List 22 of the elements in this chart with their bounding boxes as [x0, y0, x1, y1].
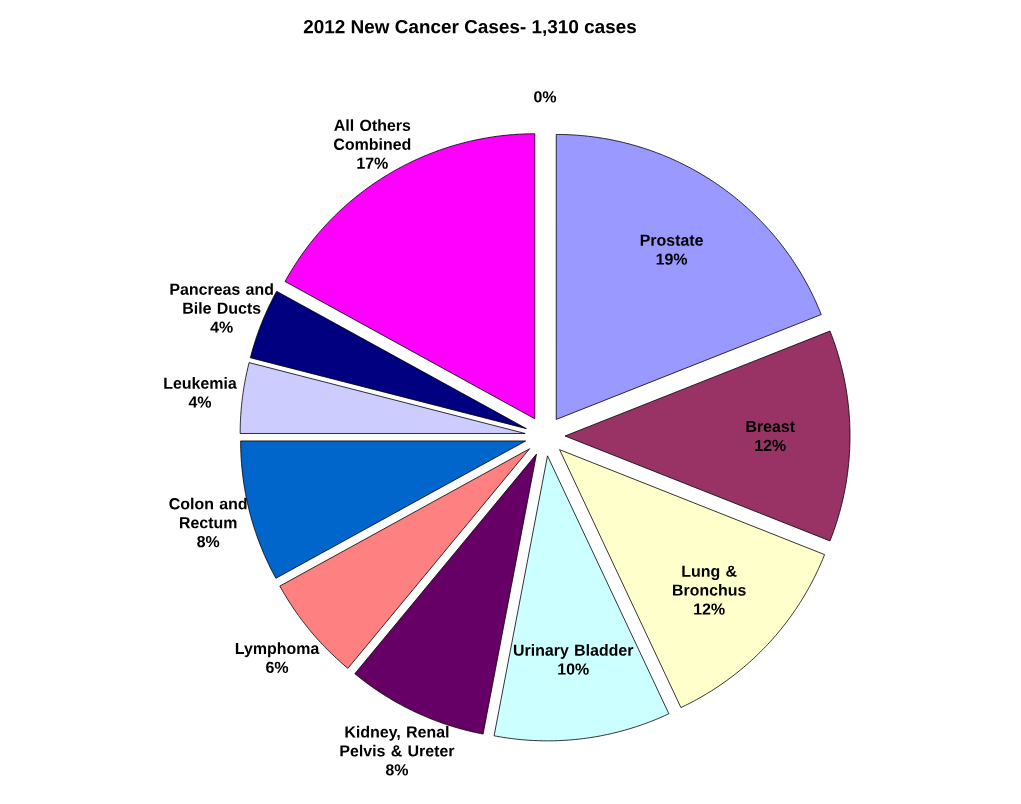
- slice-label: Pancreas and Bile Ducts: [170, 283, 273, 314]
- data-label: 8%: [197, 535, 220, 548]
- slice-label: Lymphoma: [235, 642, 320, 658]
- data-label: 4%: [188, 396, 212, 408]
- slice-label: Lung & Bronchus: [673, 565, 746, 596]
- chart-title: 2012 New Cancer Cases- 1,310 cases: [303, 19, 636, 37]
- data-label: 10%: [558, 663, 589, 675]
- slice-label: Leukemia: [164, 377, 237, 389]
- slice-label: Colon and Rectum: [169, 497, 247, 529]
- data-label: 17%: [357, 157, 388, 169]
- data-label: 8%: [385, 764, 409, 776]
- text: 0%: [534, 91, 557, 103]
- data-label: 6%: [266, 661, 289, 673]
- slice-label: Breast: [746, 420, 795, 433]
- data-label: 12%: [755, 439, 786, 451]
- data-label: 4%: [210, 321, 233, 333]
- slice-label: Kidney, Renal Pelvis & Ureter: [340, 725, 455, 757]
- slice-label: Urinary Bladder: [513, 644, 634, 659]
- data-label: 19%: [656, 253, 688, 265]
- data-label: 12%: [694, 603, 725, 615]
- slice-label: Prostate: [640, 234, 703, 246]
- slice-label: All Others Combined: [334, 119, 411, 150]
